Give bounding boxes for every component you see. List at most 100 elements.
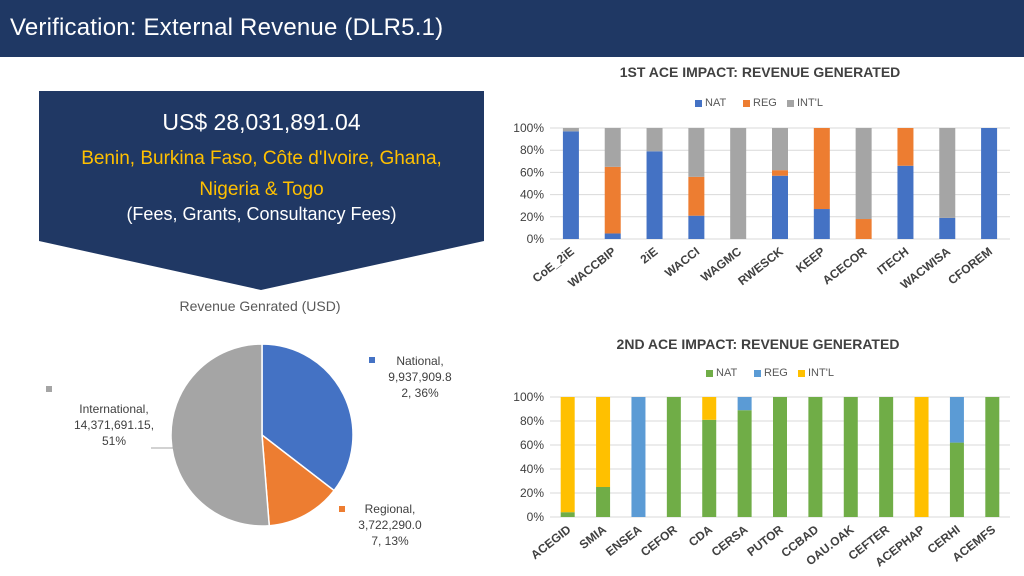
chart1-legend-item-nat: NAT: [695, 97, 726, 109]
chart1-y-tick-label: 20%: [520, 210, 544, 224]
chart1-bar-itech-nat: [897, 165, 914, 239]
chart1-bar-itech-reg: [897, 128, 914, 166]
chart1-legend-item-reg: REG: [743, 97, 777, 109]
chart1-bar-waccbip-nat: [604, 233, 621, 239]
chart2-legend-item-reg: REG: [754, 367, 788, 379]
chart2-y-tick-label: 40%: [520, 462, 544, 476]
chart1-y-tick-label: 60%: [520, 165, 544, 179]
chart2-bar-ensea-reg: [631, 397, 646, 517]
countries-line-2: Nigeria & Togo: [199, 179, 324, 200]
pie-label-regional: Regional, 3,722,290.0 7, 13%: [345, 501, 435, 549]
chart2-legend-swatch-reg: [754, 369, 761, 377]
chart2-bar-smia-int-l: [596, 397, 611, 487]
chart2-y-tick-label: 20%: [520, 486, 544, 500]
chart1-bar-cforem-nat: [981, 128, 998, 239]
chart1-legend-label-reg: REG: [753, 97, 777, 109]
chart2-bar-cefor-nat: [666, 397, 681, 517]
chart1-legend-swatch-reg: [743, 99, 750, 107]
chart1-bar-waccbip-int-l: [604, 128, 621, 167]
chart1-bar-rwesck-int-l: [772, 128, 788, 171]
chart2-y-tick-label: 60%: [520, 438, 544, 452]
chart1-x-tick-label: WACCI: [662, 244, 702, 280]
chart2-legend-label-int-l: INT'L: [808, 367, 834, 379]
chart1-bar-rwesck-reg: [772, 170, 788, 176]
chart1-bar-acecor-reg: [855, 219, 872, 239]
chart1-legend-label-nat: NAT: [705, 97, 727, 109]
chart1-legend-label-int-l: INT'L: [797, 97, 823, 109]
chart1-bar-rwesck-nat: [772, 175, 788, 239]
pie-label-international: International, 14,371,691.15, 51%: [50, 401, 178, 449]
chart1-bar-coe-2ie-nat: [562, 131, 579, 239]
pie-slice-national: [261, 343, 354, 492]
chart2-legend-swatch-int-l: [798, 369, 805, 377]
chart1-bar-wacci-int-l: [688, 128, 705, 177]
revenue-sources-text: (Fees, Grants, Consultancy Fees): [126, 204, 397, 224]
chart1-title: 1ST ACE IMPACT: REVENUE GENERATED: [619, 64, 901, 80]
chart2-bar-acemfs-nat: [985, 397, 1000, 517]
chart1-bar-2ie-nat: [646, 151, 663, 239]
pie-label-international-line: 14,371,691.15,: [73, 418, 155, 432]
chart1-legend-item-int-l: INT'L: [787, 97, 823, 109]
chart2-bar-oau-oak-nat: [843, 397, 858, 517]
pie-label-national: National, 9,937,909.8 2, 36%: [375, 353, 465, 401]
pie-label-marker-international: [46, 386, 52, 392]
chart2-legend-swatch-nat: [706, 369, 713, 377]
chart2-legend-item-int-l: INT'L: [798, 367, 834, 379]
pie-label-marker-national: [369, 357, 375, 363]
total-revenue-callout: US$ 28,031,891.04 Benin, Burkina Faso, C…: [39, 91, 484, 290]
chart1-y-tick-label: 100%: [513, 121, 544, 135]
pie-slice-international: [170, 343, 271, 527]
chart2-x-tick-label: PUTOR: [744, 522, 786, 559]
chart2-x-tick-label: CERSA: [709, 522, 751, 559]
chart2-bar-smia-nat: [596, 487, 611, 517]
chart2-title: 2ND ACE IMPACT: REVENUE GENERATED: [616, 336, 900, 352]
chart2-x-tick-label: ACEGID: [528, 522, 574, 562]
pie-label-marker-regional: [339, 506, 345, 512]
chart2-legend-label-nat: NAT: [716, 367, 738, 379]
chart1-bar-2ie-int-l: [646, 128, 663, 152]
chart2-bar-ccbad-nat: [808, 397, 823, 517]
chart1-x-tick-label: RWESCK: [735, 244, 786, 288]
chart2-bar-cerhi-nat: [949, 442, 964, 517]
chart1-bar-wacci-nat: [688, 215, 705, 239]
chart2-bar-cefter-nat: [879, 397, 894, 517]
pie-label-international-line: 51%: [101, 434, 127, 448]
pie-label-regional-line: Regional,: [364, 502, 416, 516]
chart2-legend-label-reg: REG: [764, 367, 788, 379]
chart2-bar-acephap-int-l: [914, 397, 929, 517]
chart2-bar-putor-nat: [773, 397, 787, 517]
callout-shape: [39, 91, 484, 290]
pie-label-regional-line: 7, 13%: [371, 534, 409, 548]
chart2-x-tick-label: ENSEA: [603, 522, 644, 559]
chart2-y-tick-label: 100%: [513, 390, 544, 404]
chart1-x-tick-label: 2iE: [638, 244, 661, 266]
pie-label-national-line: National,: [396, 354, 444, 368]
chart1-legend-swatch-int-l: [787, 99, 794, 107]
chart1-bar-wacwisa-nat: [939, 217, 956, 239]
total-revenue-amount: US$ 28,031,891.04: [162, 109, 361, 135]
chart1-y-tick-label: 0%: [527, 232, 545, 246]
chart1-y-tick-label: 40%: [520, 188, 544, 202]
slide-header: Verification: External Revenue (DLR5.1): [0, 0, 1024, 57]
pie-slice-regional: [261, 433, 336, 527]
slide-title: Verification: External Revenue (DLR5.1): [10, 14, 444, 41]
chart2-y-tick-label: 0%: [527, 510, 545, 524]
chart2-bar-acegid-int-l: [560, 397, 575, 513]
chart2-bar-cersa-nat: [737, 410, 752, 517]
chart2-bar-acegid-nat: [560, 512, 575, 517]
chart2-bar-cda-nat: [702, 419, 717, 517]
chart1-bar-wagmc-int-l: [730, 128, 747, 239]
pie-label-national-line: 9,937,909.8: [388, 370, 452, 384]
chart2-bar-cersa-reg: [737, 397, 752, 411]
chart1-bar-wacwisa-int-l: [939, 128, 956, 218]
countries-line-1: Benin, Burkina Faso, Côte d'Ivoire, Ghan…: [81, 148, 442, 169]
countries-text: Benin, Burkina Faso, Côte d'Ivoire, Ghan…: [39, 143, 484, 205]
chart1-bar-wacci-reg: [688, 176, 705, 216]
chart1-x-tick-label: KEEP: [793, 244, 827, 275]
chart1-x-tick-label: CFOREM: [945, 244, 995, 287]
chart2-bar-cda-int-l: [702, 397, 717, 420]
chart1-legend-swatch-nat: [695, 99, 702, 107]
chart1-bar-waccbip-reg: [604, 166, 621, 234]
